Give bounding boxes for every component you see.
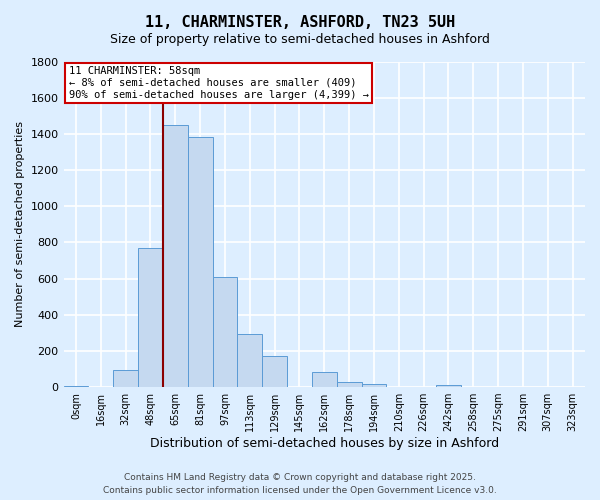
Bar bbox=[362, 384, 386, 387]
Y-axis label: Number of semi-detached properties: Number of semi-detached properties bbox=[15, 122, 25, 328]
Text: 11 CHARMINSTER: 58sqm
← 8% of semi-detached houses are smaller (409)
90% of semi: 11 CHARMINSTER: 58sqm ← 8% of semi-detac… bbox=[69, 66, 369, 100]
X-axis label: Distribution of semi-detached houses by size in Ashford: Distribution of semi-detached houses by … bbox=[150, 437, 499, 450]
Bar bbox=[188, 138, 212, 387]
Bar bbox=[337, 382, 362, 387]
Bar bbox=[212, 276, 238, 387]
Bar bbox=[312, 372, 337, 387]
Bar bbox=[262, 356, 287, 387]
Text: 11, CHARMINSTER, ASHFORD, TN23 5UH: 11, CHARMINSTER, ASHFORD, TN23 5UH bbox=[145, 15, 455, 30]
Bar bbox=[436, 386, 461, 387]
Text: Size of property relative to semi-detached houses in Ashford: Size of property relative to semi-detach… bbox=[110, 32, 490, 46]
Bar bbox=[238, 334, 262, 387]
Bar bbox=[113, 370, 138, 387]
Bar bbox=[64, 386, 88, 387]
Text: Contains HM Land Registry data © Crown copyright and database right 2025.
Contai: Contains HM Land Registry data © Crown c… bbox=[103, 473, 497, 495]
Bar bbox=[163, 125, 188, 387]
Bar bbox=[138, 248, 163, 387]
